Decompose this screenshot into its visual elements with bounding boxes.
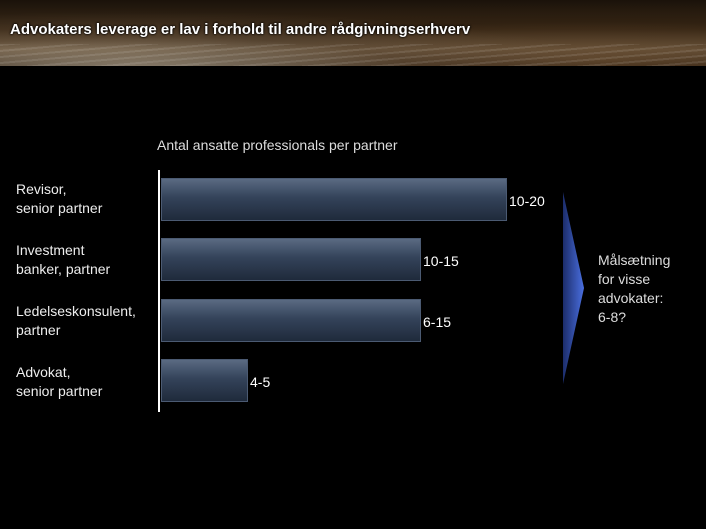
bar-1 <box>161 238 421 281</box>
chart-title: Antal ansatte professionals per partner <box>157 137 398 153</box>
value-label-3: 4-5 <box>250 374 271 390</box>
value-label-0: 10-20 <box>509 193 545 209</box>
bar-0 <box>161 178 507 221</box>
value-label-1: 10-15 <box>423 253 459 269</box>
value-label-2: 6-15 <box>423 314 452 330</box>
target-annotation: Målsætning for visse advokater: 6-8? <box>598 252 671 325</box>
bar-2 <box>161 299 421 342</box>
target-arrow <box>563 192 584 384</box>
category-axis-line <box>158 170 160 412</box>
header-banner: Advokaters leverage er lav i forhold til… <box>0 0 706 66</box>
category-label-investment: Investment banker, partner <box>16 242 111 277</box>
bar-3 <box>161 359 248 402</box>
category-label-revisor: Revisor, senior partner <box>16 181 103 216</box>
page-title: Advokaters leverage er lav i forhold til… <box>10 21 471 38</box>
category-label-ledelseskonsulent: Ledelseskonsulent, partner <box>16 303 136 338</box>
category-label-advokat: Advokat, senior partner <box>16 364 103 399</box>
